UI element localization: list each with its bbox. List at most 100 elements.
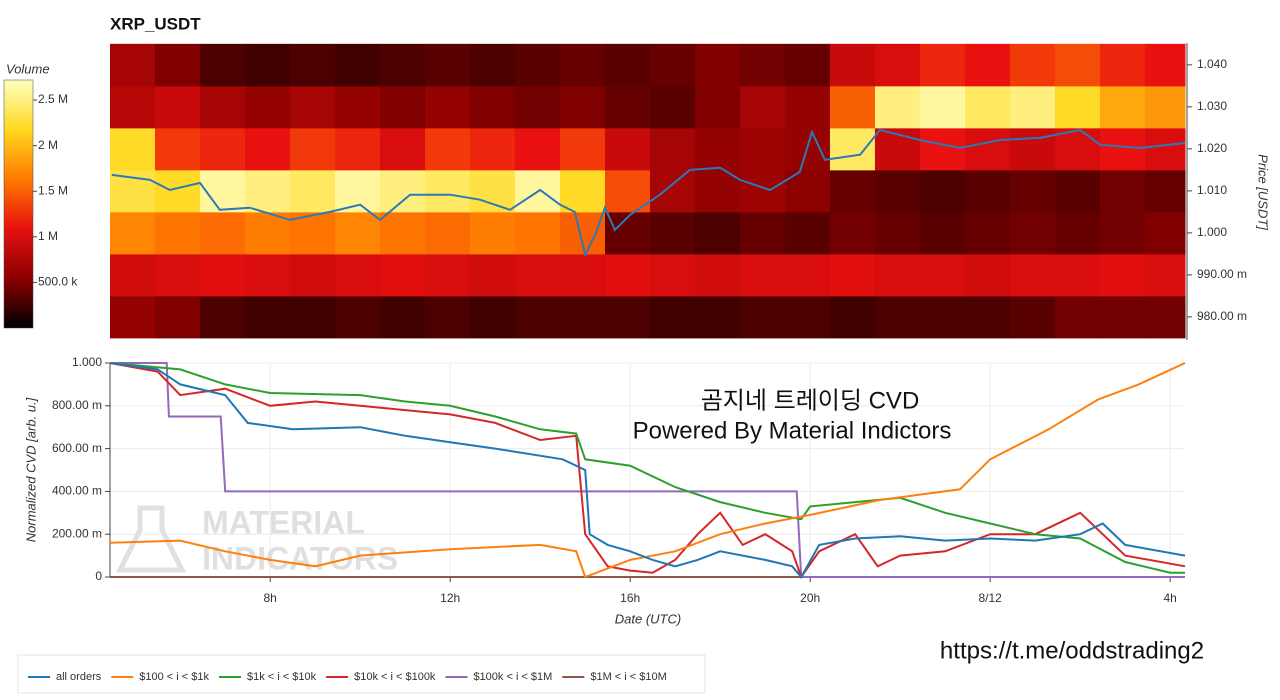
colorbar-tick-label: 2 M xyxy=(38,138,58,152)
heatmap-cell xyxy=(919,211,966,255)
heatmap-cell xyxy=(964,43,1011,87)
cvd-line xyxy=(109,362,1186,580)
heatmap-cell xyxy=(829,127,876,171)
heatmap-cell xyxy=(874,295,921,339)
heatmap-cell xyxy=(289,169,336,213)
y-tick-label: 1.000 xyxy=(1197,225,1227,239)
heatmap-cell xyxy=(424,85,471,129)
heatmap-cell xyxy=(199,169,246,213)
heatmap-cell xyxy=(874,169,921,213)
annotation: 곰지네 트레이딩 CVD xyxy=(701,387,920,414)
y-tick-label: 0 xyxy=(95,569,102,583)
heatmap-cell xyxy=(110,295,156,339)
colorbar-tick-label: 2.5 M xyxy=(38,92,68,106)
heatmap-cell xyxy=(1009,169,1056,213)
heatmap-cell xyxy=(1099,169,1146,213)
heatmap-cell xyxy=(919,169,966,213)
heatmap-cell xyxy=(649,43,696,87)
legend-label: $100 < i < $1k xyxy=(139,671,209,683)
heatmap-cell xyxy=(334,43,381,87)
heatmap-cell xyxy=(694,211,741,255)
heatmap-cell xyxy=(1099,253,1146,297)
heatmap-cell xyxy=(514,295,561,339)
heatmap-cell xyxy=(469,295,516,339)
y-tick-label: 1.030 xyxy=(1197,99,1227,113)
heatmap-cell xyxy=(110,127,156,171)
heatmap-cell xyxy=(964,127,1011,171)
x-tick-label: 8/12 xyxy=(978,591,1002,605)
heatmap-cell xyxy=(964,253,1011,297)
heatmap-cell xyxy=(1054,295,1101,339)
cvd-line xyxy=(109,362,1186,579)
heatmap-cell xyxy=(1144,85,1186,129)
heatmap-cell xyxy=(424,43,471,87)
annotation: Powered By Material Indictors xyxy=(633,417,952,444)
heatmap-cell xyxy=(1144,295,1186,339)
heatmap-cell xyxy=(244,169,291,213)
colorbar xyxy=(3,79,34,329)
heatmap-cell xyxy=(244,253,291,297)
heatmap-cell xyxy=(334,253,381,297)
watermark-icon xyxy=(115,505,187,573)
heatmap-cell xyxy=(469,211,516,255)
heatmap-cell xyxy=(694,43,741,87)
heatmap-cell xyxy=(604,85,651,129)
heatmap-cell xyxy=(199,127,246,171)
heatmap-cell xyxy=(1144,169,1186,213)
heatmap-cell xyxy=(1144,43,1186,87)
heatmap-cell xyxy=(784,211,831,255)
heatmap-cell xyxy=(154,295,201,339)
y-axis-label: Normalized CVD [arb. u.] xyxy=(23,397,38,542)
heatmap-cell xyxy=(469,169,516,213)
heatmap-cell xyxy=(784,43,831,87)
heatmap-cell xyxy=(199,43,246,87)
heatmap-cell xyxy=(694,127,741,171)
heatmap-cell xyxy=(199,211,246,255)
heatmap-cell xyxy=(559,253,606,297)
x-tick-label: 8h xyxy=(264,591,277,605)
heatmap-cell xyxy=(199,295,246,339)
heatmap-cell xyxy=(1009,211,1056,255)
x-tick-label: 16h xyxy=(620,591,640,605)
heatmap-cell xyxy=(739,43,786,87)
heatmap-cell xyxy=(154,85,201,129)
price-line xyxy=(111,128,1186,258)
heatmap-cell xyxy=(1099,85,1146,129)
heatmap-cell xyxy=(334,295,381,339)
heatmap-cell xyxy=(199,85,246,129)
y-tick-label: 400.00 m xyxy=(52,484,102,498)
heatmap-cell xyxy=(1009,295,1056,339)
heatmap-cell xyxy=(604,43,651,87)
heatmap-cell xyxy=(514,211,561,255)
heatmap-cell xyxy=(334,127,381,171)
heatmap-cell xyxy=(649,295,696,339)
cvd-line xyxy=(110,362,1185,578)
heatmap-cell xyxy=(1054,253,1101,297)
heatmap-cell xyxy=(1144,127,1186,171)
heatmap-cell xyxy=(379,85,426,129)
heatmap-cell xyxy=(604,253,651,297)
heatmap-cell xyxy=(514,43,561,87)
heatmap-cell xyxy=(154,127,201,171)
chart-title: XRP_USDT xyxy=(110,14,201,33)
heatmap-cell xyxy=(334,211,381,255)
heatmap-cell xyxy=(379,43,426,87)
heatmap-cell xyxy=(289,85,336,129)
heatmap-cell xyxy=(424,127,471,171)
colorbar-tick-label: 1.5 M xyxy=(38,183,68,197)
heatmap-cell xyxy=(739,211,786,255)
heatmap-cell xyxy=(919,253,966,297)
heatmap-cell xyxy=(1099,127,1146,171)
heatmap-cell xyxy=(244,43,291,87)
colorbar-tick-label: 500.0 k xyxy=(38,275,78,289)
legend-label: $10k < i < $100k xyxy=(354,671,436,683)
heatmap-cell xyxy=(964,211,1011,255)
heatmap-cell xyxy=(694,295,741,339)
heatmap-cell xyxy=(379,169,426,213)
heatmap-cell xyxy=(1144,253,1186,297)
heatmap-cell xyxy=(1054,169,1101,213)
heatmap-cell xyxy=(424,211,471,255)
y-axis-label: Price [USDT] xyxy=(1256,154,1271,230)
heatmap-cell xyxy=(424,253,471,297)
